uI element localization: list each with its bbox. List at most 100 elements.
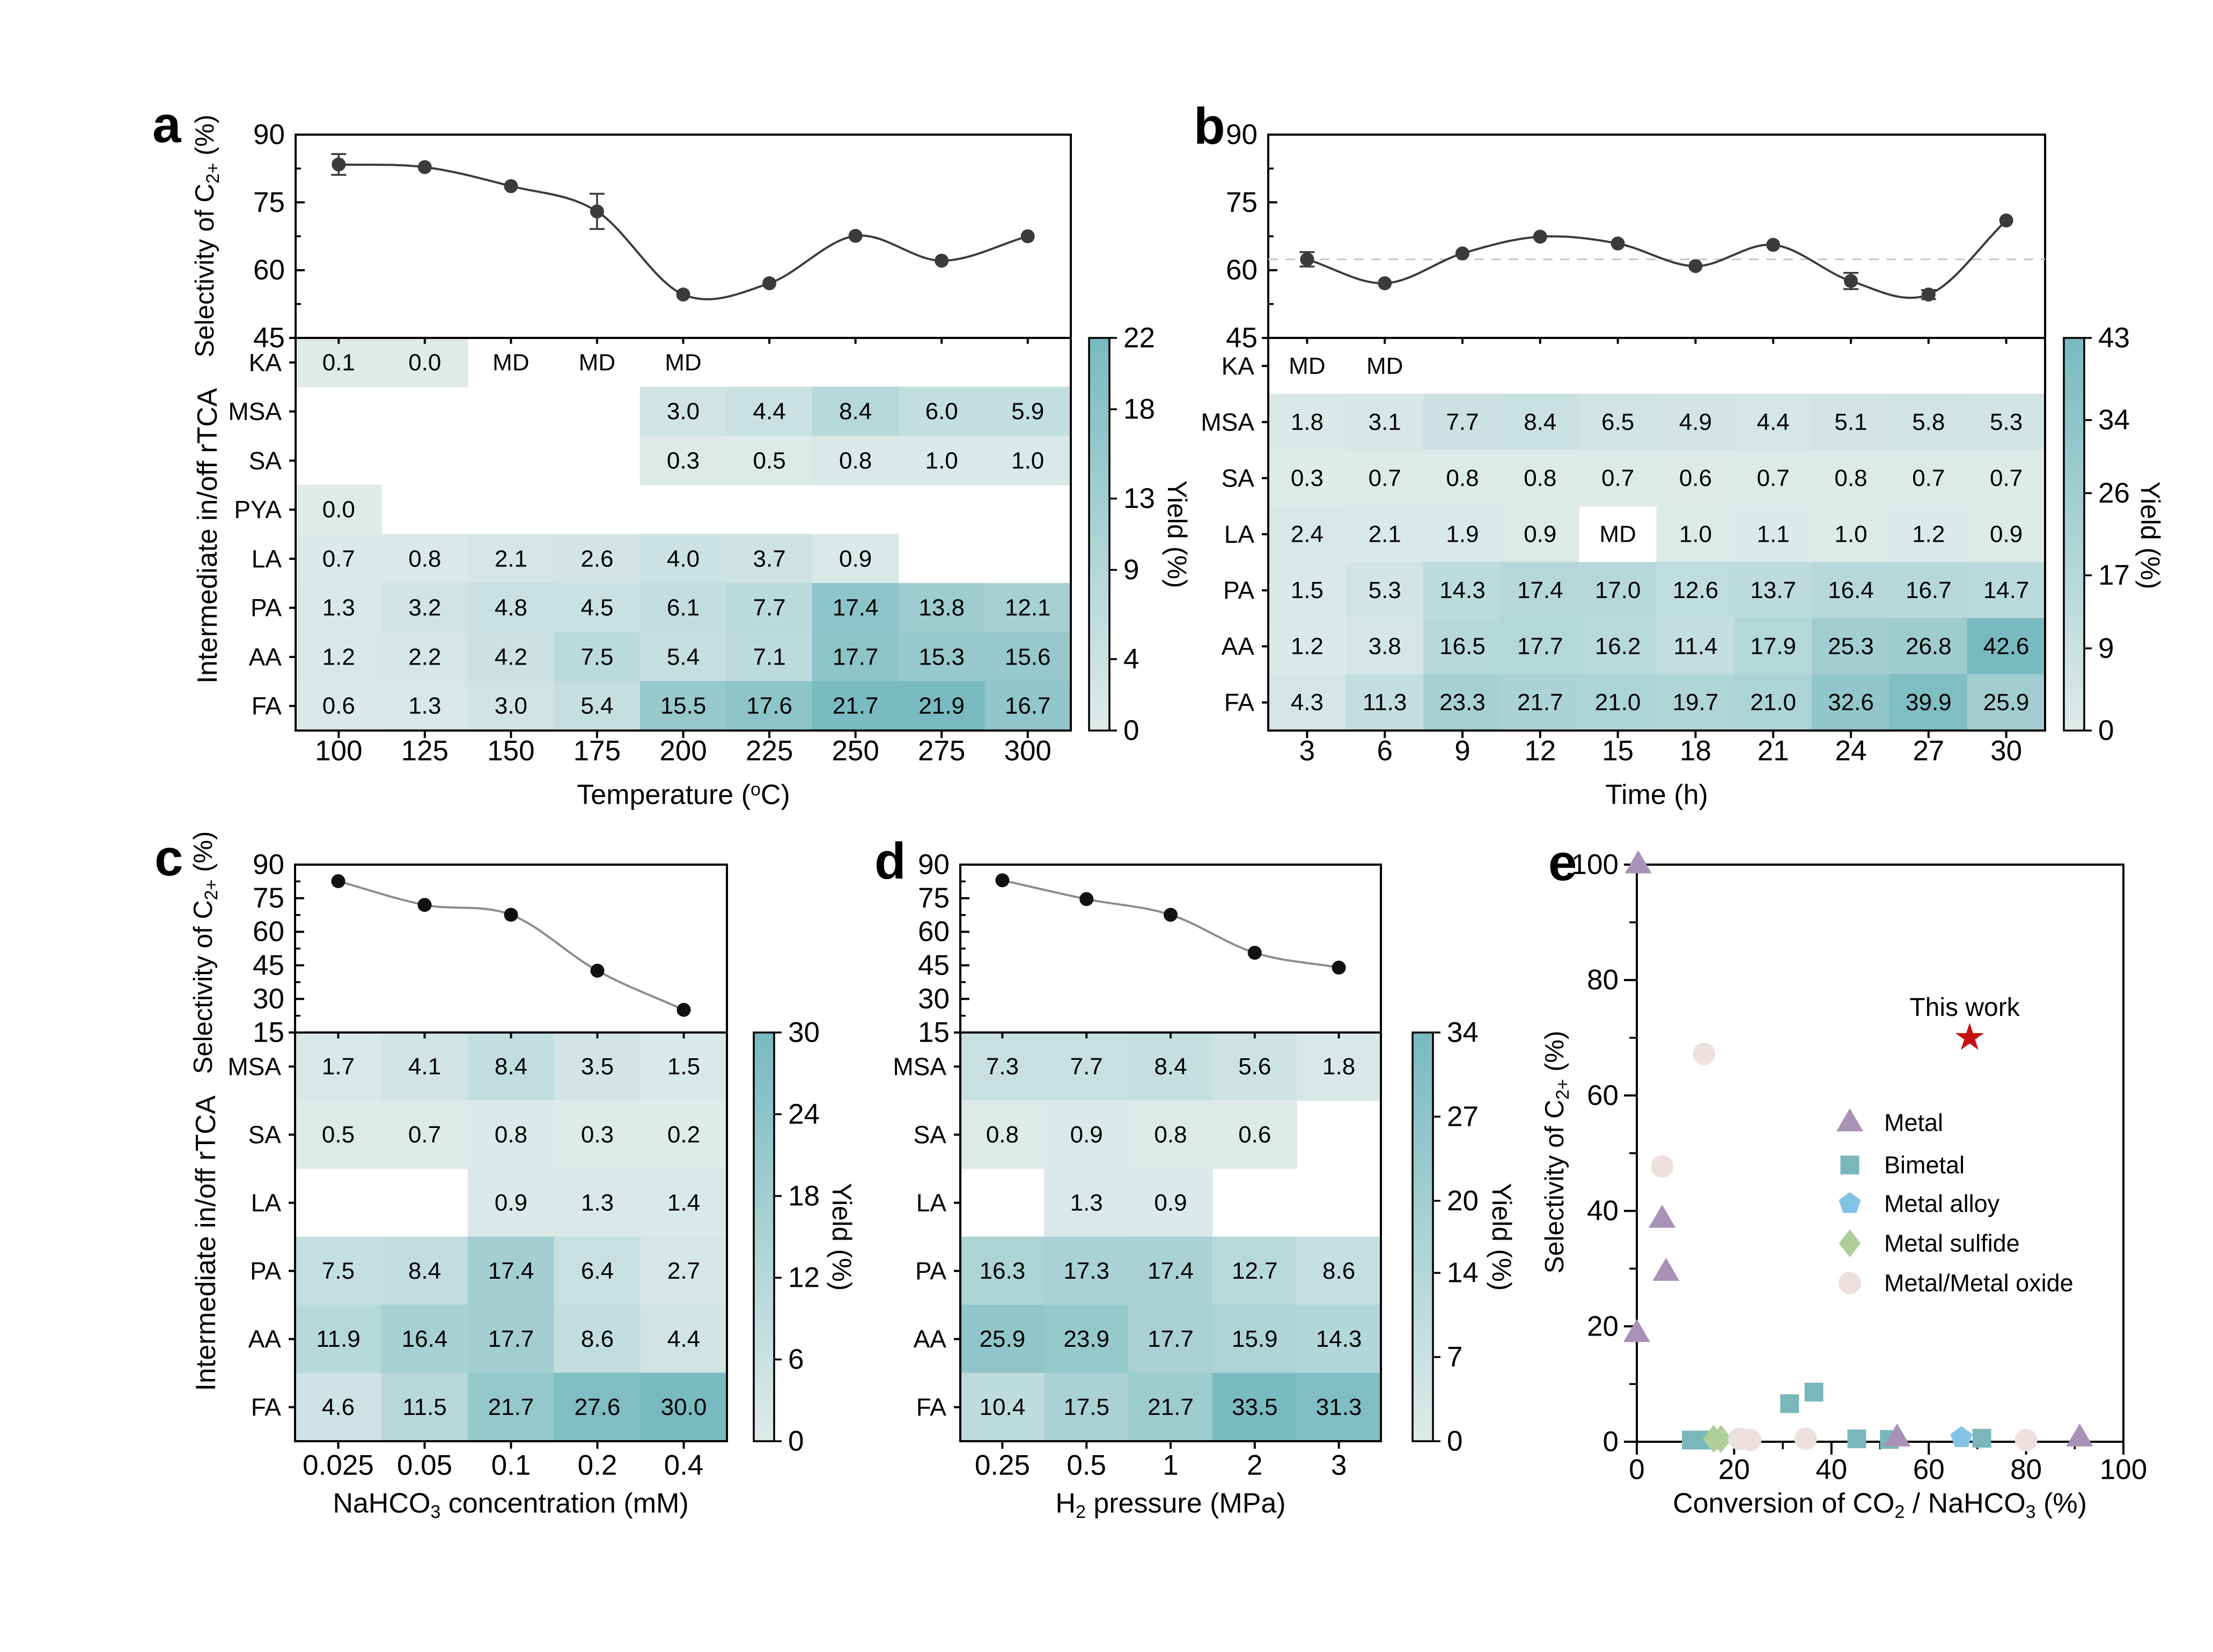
svg-text:Selectivity of C2+ (%): Selectivity of C2+ (%) bbox=[189, 831, 222, 1074]
svg-text:6: 6 bbox=[788, 1344, 804, 1375]
svg-text:39.9: 39.9 bbox=[1906, 689, 1952, 716]
svg-text:2.6: 2.6 bbox=[580, 545, 613, 572]
svg-text:7.7: 7.7 bbox=[1446, 409, 1479, 435]
svg-text:0.8: 0.8 bbox=[839, 447, 872, 474]
svg-text:7.7: 7.7 bbox=[753, 595, 786, 621]
svg-text:8.4: 8.4 bbox=[408, 1258, 441, 1284]
svg-text:MD: MD bbox=[1599, 521, 1636, 548]
svg-text:0.6: 0.6 bbox=[1238, 1122, 1271, 1148]
svg-text:1.3: 1.3 bbox=[1070, 1190, 1103, 1216]
svg-text:25.3: 25.3 bbox=[1828, 633, 1874, 660]
svg-text:4.8: 4.8 bbox=[495, 595, 527, 621]
svg-text:3.7: 3.7 bbox=[753, 545, 786, 572]
svg-text:This work: This work bbox=[1909, 993, 2020, 1022]
svg-text:0.9: 0.9 bbox=[1524, 521, 1556, 548]
svg-text:Yield (%): Yield (%) bbox=[2135, 482, 2165, 589]
svg-text:7.5: 7.5 bbox=[322, 1258, 355, 1284]
svg-text:30.0: 30.0 bbox=[661, 1394, 707, 1420]
svg-text:0.9: 0.9 bbox=[1154, 1190, 1187, 1216]
svg-text:7: 7 bbox=[1447, 1341, 1462, 1373]
svg-text:7.7: 7.7 bbox=[1070, 1053, 1103, 1080]
svg-text:14.7: 14.7 bbox=[1983, 577, 2030, 603]
svg-text:15: 15 bbox=[1602, 735, 1634, 767]
svg-text:2.7: 2.7 bbox=[667, 1258, 700, 1284]
svg-text:21: 21 bbox=[1758, 735, 1789, 767]
svg-text:1.0: 1.0 bbox=[1011, 447, 1044, 474]
svg-text:21.7: 21.7 bbox=[1148, 1394, 1194, 1420]
svg-text:27: 27 bbox=[1447, 1101, 1479, 1132]
svg-text:20: 20 bbox=[1718, 1454, 1750, 1486]
svg-text:17.7: 17.7 bbox=[488, 1326, 534, 1352]
svg-text:200: 200 bbox=[659, 735, 707, 767]
svg-text:23.3: 23.3 bbox=[1439, 689, 1486, 716]
svg-text:MD: MD bbox=[665, 349, 701, 375]
svg-text:12: 12 bbox=[1524, 735, 1556, 767]
svg-text:12.1: 12.1 bbox=[1005, 595, 1051, 621]
svg-text:9: 9 bbox=[2098, 632, 2114, 664]
svg-text:60: 60 bbox=[918, 916, 950, 948]
svg-text:8.4: 8.4 bbox=[1154, 1053, 1187, 1080]
svg-text:26: 26 bbox=[2098, 477, 2130, 509]
svg-text:100: 100 bbox=[315, 735, 362, 767]
svg-text:Intermediate in/off rTCA: Intermediate in/off rTCA bbox=[192, 388, 223, 683]
svg-text:Selectivity of C2+ (%): Selectivity of C2+ (%) bbox=[1540, 1031, 1573, 1274]
svg-text:Bimetal: Bimetal bbox=[1884, 1152, 1965, 1179]
svg-text:1.9: 1.9 bbox=[1446, 521, 1479, 548]
svg-text:225: 225 bbox=[746, 735, 793, 767]
svg-text:6.5: 6.5 bbox=[1601, 409, 1634, 435]
svg-text:16.3: 16.3 bbox=[980, 1258, 1026, 1284]
svg-text:NaHCO3 concentration (mM): NaHCO3 concentration (mM) bbox=[333, 1488, 688, 1522]
svg-text:0.025: 0.025 bbox=[303, 1450, 374, 1481]
svg-text:0: 0 bbox=[1447, 1426, 1462, 1457]
svg-text:43: 43 bbox=[2098, 322, 2130, 354]
svg-text:c: c bbox=[155, 829, 183, 887]
svg-text:4.0: 4.0 bbox=[667, 545, 700, 572]
svg-text:27.6: 27.6 bbox=[575, 1394, 621, 1420]
svg-text:30: 30 bbox=[918, 983, 950, 1015]
svg-text:FA: FA bbox=[1224, 689, 1255, 717]
svg-text:SA: SA bbox=[248, 1121, 282, 1149]
svg-text:17.6: 17.6 bbox=[746, 693, 792, 719]
svg-text:21.9: 21.9 bbox=[918, 693, 965, 719]
svg-text:42.6: 42.6 bbox=[1983, 633, 2030, 660]
svg-text:15: 15 bbox=[253, 1017, 284, 1049]
svg-text:2.2: 2.2 bbox=[408, 644, 441, 670]
svg-text:1.1: 1.1 bbox=[1757, 521, 1790, 548]
svg-text:0.8: 0.8 bbox=[495, 1122, 527, 1148]
svg-text:8.4: 8.4 bbox=[1524, 409, 1556, 435]
svg-text:2.1: 2.1 bbox=[1369, 521, 1401, 548]
svg-text:13: 13 bbox=[1123, 483, 1155, 514]
svg-text:20: 20 bbox=[1447, 1185, 1479, 1216]
svg-text:MD: MD bbox=[1289, 353, 1325, 379]
svg-text:30: 30 bbox=[788, 1017, 820, 1049]
svg-text:8.6: 8.6 bbox=[1322, 1258, 1355, 1284]
svg-text:2: 2 bbox=[1247, 1450, 1262, 1481]
svg-text:20: 20 bbox=[1587, 1310, 1619, 1342]
svg-text:11.9: 11.9 bbox=[316, 1326, 360, 1352]
svg-text:3.5: 3.5 bbox=[581, 1053, 614, 1080]
svg-text:45: 45 bbox=[253, 322, 285, 354]
svg-text:4.1: 4.1 bbox=[408, 1053, 441, 1080]
svg-text:1.7: 1.7 bbox=[322, 1053, 355, 1080]
svg-text:0.5: 0.5 bbox=[1067, 1450, 1106, 1481]
svg-text:11.4: 11.4 bbox=[1673, 633, 1717, 660]
svg-text:300: 300 bbox=[1004, 735, 1051, 767]
svg-text:0.7: 0.7 bbox=[1601, 465, 1634, 491]
svg-text:0.2: 0.2 bbox=[667, 1122, 700, 1148]
svg-text:5.8: 5.8 bbox=[1912, 409, 1945, 435]
svg-text:FA: FA bbox=[251, 1393, 282, 1421]
svg-text:1.8: 1.8 bbox=[1291, 409, 1324, 435]
svg-text:14.3: 14.3 bbox=[1439, 577, 1486, 603]
svg-text:PA: PA bbox=[1223, 577, 1254, 604]
svg-text:250: 250 bbox=[832, 735, 879, 767]
svg-text:0.8: 0.8 bbox=[1446, 465, 1479, 491]
svg-text:90: 90 bbox=[1226, 119, 1258, 151]
svg-text:40: 40 bbox=[1587, 1195, 1619, 1227]
svg-text:AA: AA bbox=[1222, 632, 1255, 660]
svg-text:1.0: 1.0 bbox=[925, 447, 958, 474]
svg-text:18: 18 bbox=[1123, 394, 1155, 425]
svg-text:Time (h): Time (h) bbox=[1605, 779, 1708, 810]
svg-text:6.0: 6.0 bbox=[925, 399, 958, 425]
svg-text:Selectivity of C2+ (%): Selectivity of C2+ (%) bbox=[190, 115, 223, 358]
svg-text:75: 75 bbox=[253, 187, 285, 218]
